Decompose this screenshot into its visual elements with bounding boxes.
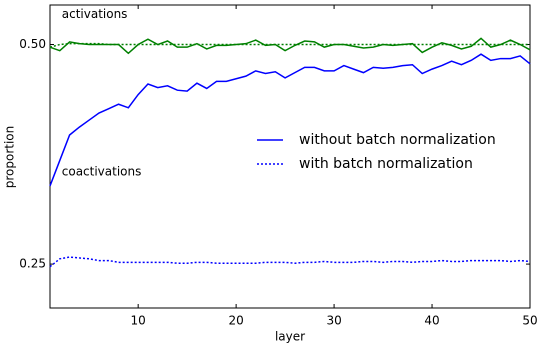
legend-label: with batch normalization <box>299 156 473 172</box>
y-axis-label: proportion <box>3 126 17 189</box>
plot-frame <box>49 4 531 309</box>
x-axis-label: layer <box>275 330 305 344</box>
x-tick-label: 10 <box>131 314 146 328</box>
x-tick-label: 50 <box>522 314 537 328</box>
annotation: activations <box>62 7 128 21</box>
x-tick-label: 40 <box>424 314 439 328</box>
x-tick-label: 30 <box>326 314 341 328</box>
y-tick-label: 0.25 <box>19 257 46 271</box>
x-tick-label: 20 <box>228 314 243 328</box>
series-line <box>49 53 531 187</box>
annotation: coactivations <box>62 164 142 178</box>
series-line <box>49 42 530 48</box>
y-tick-label: 0.50 <box>19 37 46 51</box>
legend-label: without batch normalization <box>299 132 496 148</box>
